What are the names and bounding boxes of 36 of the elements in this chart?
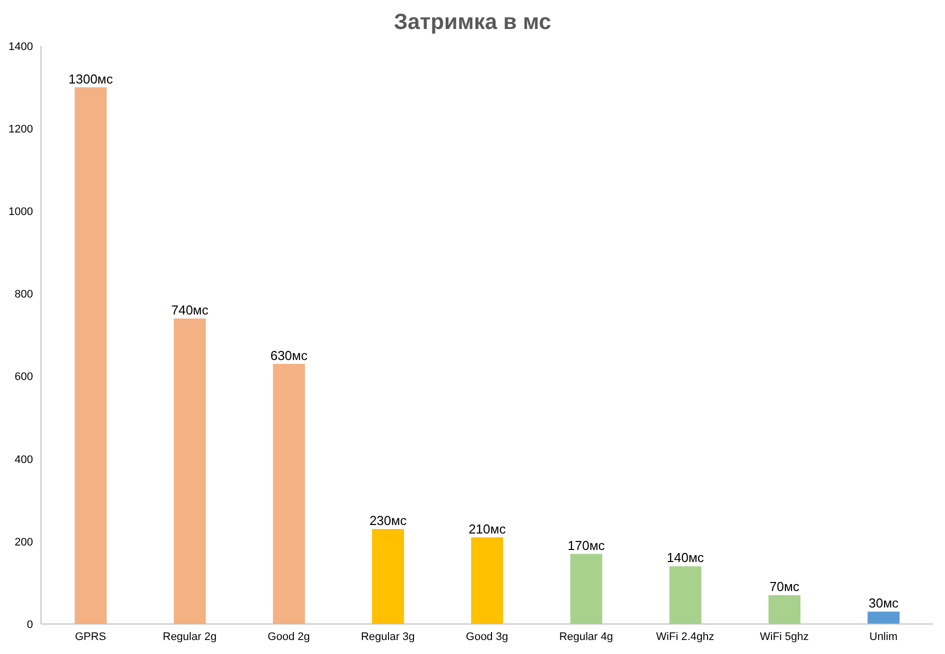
x-tick-label: Regular 3g (360, 630, 415, 643)
bar (74, 87, 107, 624)
x-tick-label: Regular 4g (559, 630, 614, 643)
y-tick-label: 600 (14, 371, 33, 384)
bar (570, 554, 602, 624)
y-tick-label: 1000 (8, 206, 33, 218)
y-tick-label: 1200 (8, 123, 33, 136)
y-tick-label: 400 (14, 454, 33, 466)
x-tick-label: WiFi 5ghz (760, 630, 809, 643)
chart-title: Затримка в мс (392, 8, 552, 36)
bar (372, 529, 404, 624)
y-tick-label: 200 (14, 536, 33, 548)
data-label: 30мс (868, 596, 900, 611)
data-label: 740мс (171, 302, 209, 318)
y-tick-label: 800 (14, 288, 33, 301)
data-label: 230мс (369, 513, 408, 528)
x-tick-label: Good 3g (466, 630, 508, 643)
data-label: 1300мс (68, 71, 114, 86)
data-label: 630мс (270, 348, 308, 363)
y-tick-label: 0 (26, 618, 33, 631)
x-tick-label: WiFi 2.4ghz (656, 630, 714, 643)
bar (272, 364, 305, 624)
x-tick-label: Unlim (869, 630, 898, 643)
bar (669, 566, 702, 624)
x-tick-label: Regular 2g (162, 630, 217, 643)
bar (868, 612, 900, 624)
bar (768, 595, 800, 624)
x-tick-label: Good 2g (268, 630, 310, 643)
bar (471, 537, 504, 624)
data-label: 170мс (568, 538, 606, 553)
bar (174, 318, 206, 624)
x-tick-label: GPRS (74, 630, 106, 643)
data-label: 140мс (666, 550, 704, 566)
data-label: 210мс (468, 521, 506, 536)
y-tick-label: 1400 (8, 40, 33, 53)
data-label: 70мс (770, 579, 800, 594)
